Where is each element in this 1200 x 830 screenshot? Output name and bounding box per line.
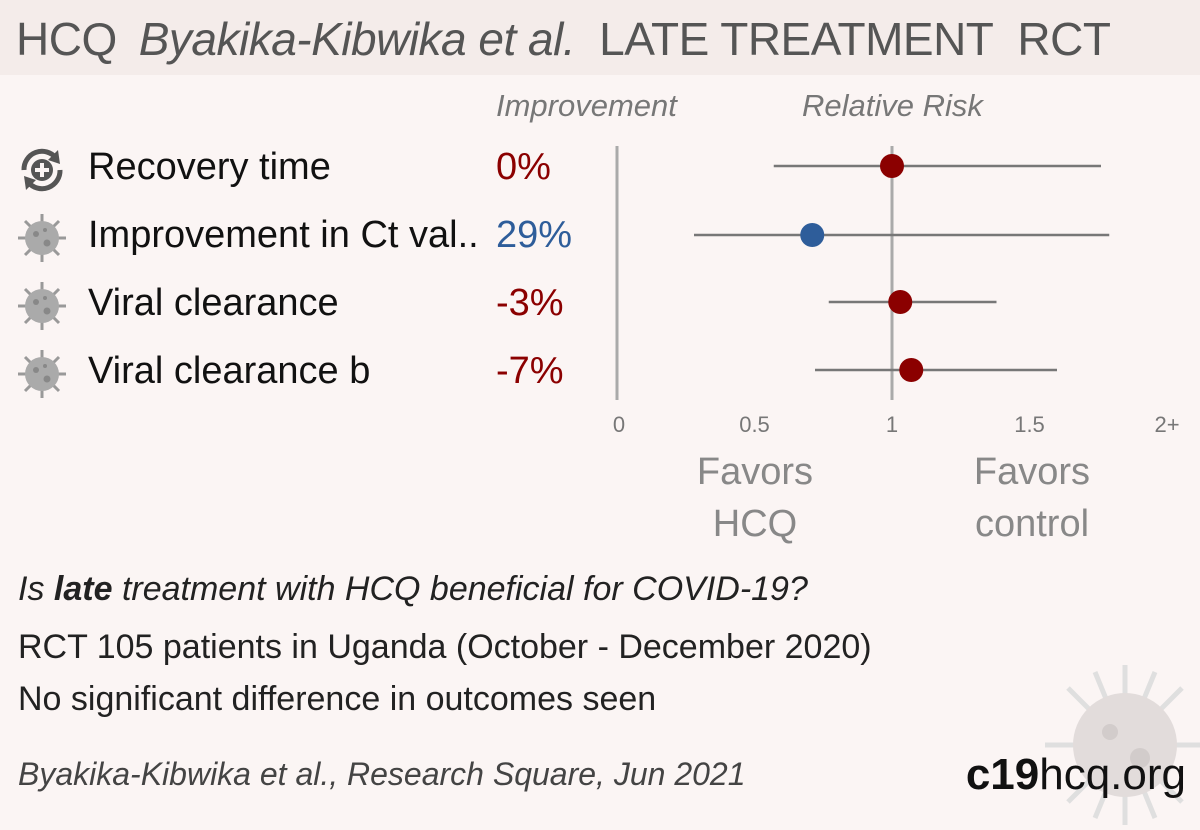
improvement-value: 0% [496,146,551,188]
outcome-row: Improvement in Ct val.. 29% [0,204,600,264]
improvement-value: 29% [496,214,573,256]
title-drug: HCQ [16,13,117,65]
virus-icon [18,350,66,398]
point-estimate [899,358,924,382]
point-estimate [880,154,904,178]
outcome-row: Viral clearance b -7% [0,340,600,400]
summary-study-line: RCT 105 patients in Uganda (October - De… [18,628,872,666]
point-estimate [800,223,825,247]
site-brand[interactable]: c19hcq.org [966,750,1186,800]
x-tick-label: 0 [613,412,625,437]
question-post: treatment with HCQ beneficial for COVID-… [112,570,808,608]
outcome-row: Viral clearance -3% [0,272,600,332]
brand-bold: c19 [965,750,1040,799]
virus-icon [18,282,66,330]
title-stage: LATE TREATMENT [599,13,994,65]
improvement-value: -7% [496,350,564,392]
outcome-label: Viral clearance [88,282,339,324]
outcome-row: Recovery time 0% [0,136,600,196]
favors-right-line1: Favors [973,451,1091,493]
title-authors: Byakika-Kibwika et al. [138,13,576,65]
relative-risk-column-header: Relative Risk [802,88,983,123]
page-title: HCQ Byakika-Kibwika et al. LATE TREATMENT R… [16,12,1111,66]
summary-question: Is late treatment with HCQ beneficial fo… [18,570,808,609]
outcome-label: Improvement in Ct val.. [88,214,479,256]
outcome-label: Viral clearance b [88,350,370,393]
citation: Byakika-Kibwika et al., Research Square,… [18,756,746,792]
outcome-label: Recovery time [88,146,331,188]
summary-result-line: No significant difference in outcomes se… [18,680,657,718]
question-pre: Is [18,570,54,608]
outcome-label-text: Viral clearance b [88,350,371,392]
point-estimate [888,290,913,314]
improvement-column-header: Improvement [496,88,677,123]
title-bar: HCQ Byakika-Kibwika et al. LATE TREATMENT R… [0,0,1200,75]
recovery-icon [21,148,63,192]
virus-watermark-icon [1045,665,1200,825]
improvement-value: -3% [496,282,564,324]
title-design: RCT [1017,13,1111,65]
x-tick-label: 0.5 [739,412,770,437]
virus-icon [18,214,66,262]
x-tick-label: 1 [886,412,898,437]
favors-treatment-label: Favors HCQ [655,446,855,550]
x-tick-label: 2+ [1154,412,1179,437]
favors-left-line2: HCQ [712,503,798,545]
favors-right-line2: control [974,503,1090,545]
favors-left-line1: Favors [696,451,814,493]
brand-rest: hcq.org [1039,750,1186,799]
favors-control-label: Favors control [932,446,1132,550]
question-bold: late [53,570,113,608]
x-tick-label: 1.5 [1014,412,1045,437]
